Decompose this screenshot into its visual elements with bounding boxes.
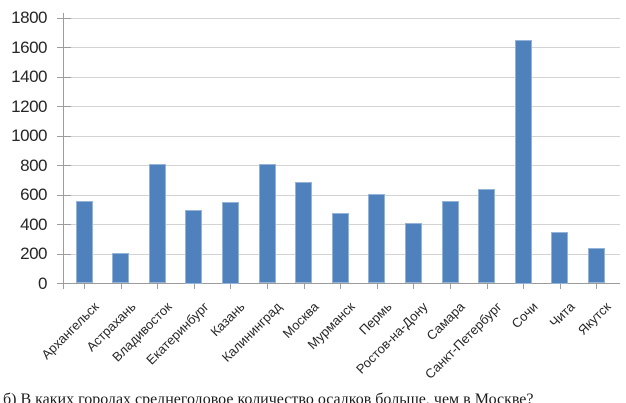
y-axis-tick [57, 194, 71, 196]
gridline [63, 17, 620, 19]
y-axis-label: 800 [20, 155, 47, 175]
bar [551, 231, 569, 284]
y-axis-label: 1200 [11, 96, 47, 116]
x-axis-tick [450, 284, 451, 289]
y-axis-tick [57, 47, 71, 48]
x-axis-label: Якутск [575, 299, 614, 338]
x-axis-tick [413, 284, 415, 289]
gridline [63, 47, 620, 48]
y-axis-tick [57, 17, 71, 19]
bar [368, 193, 386, 284]
y-axis-label: 200 [20, 244, 47, 263]
x-axis-tick [303, 284, 305, 289]
x-axis-tick [523, 284, 525, 289]
y-axis-tick [57, 253, 71, 255]
bar [185, 209, 203, 284]
bar [478, 189, 496, 284]
x-axis-tick [193, 284, 195, 289]
x-axis-tick [376, 284, 378, 289]
x-axis-tick [120, 284, 122, 289]
y-axis-label: 600 [20, 185, 47, 204]
x-axis-tick [267, 284, 268, 289]
bar [514, 40, 532, 284]
y-axis-label: 0 [38, 273, 47, 293]
gridline [63, 106, 620, 107]
bar [331, 212, 349, 284]
gridline [63, 194, 620, 196]
y-axis-tick [57, 76, 71, 78]
y-axis-label: 1600 [11, 37, 47, 57]
y-axis-label: 1000 [11, 126, 47, 145]
bar [404, 223, 422, 284]
x-axis-tick [157, 284, 159, 289]
bar [221, 202, 239, 284]
bar [295, 181, 313, 284]
bar [587, 248, 605, 284]
y-axis-tick [57, 165, 71, 166]
y-axis-label: 1800 [11, 8, 47, 27]
bar [441, 200, 459, 284]
y-axis-line [63, 13, 64, 289]
x-axis-tick [230, 284, 232, 289]
bar [258, 164, 276, 284]
gridline [63, 165, 620, 166]
y-axis-label: 1400 [11, 67, 47, 86]
gridline [63, 76, 620, 78]
x-axis-tick [559, 284, 561, 289]
bar [112, 252, 130, 284]
x-axis-tick [84, 284, 85, 289]
x-axis-line [63, 283, 620, 284]
x-axis-tick [340, 284, 342, 289]
y-axis-tick [57, 135, 71, 137]
bar [148, 164, 166, 284]
x-axis-tick [486, 284, 488, 289]
y-axis-tick [57, 106, 71, 107]
y-axis-tick [57, 224, 71, 225]
y-axis-label: 400 [20, 214, 47, 234]
caption-clipped-text: б) В каких городах среднегодовое количес… [3, 391, 534, 403]
bar [75, 200, 93, 284]
gridline [63, 135, 620, 137]
x-axis-tick [596, 284, 598, 289]
